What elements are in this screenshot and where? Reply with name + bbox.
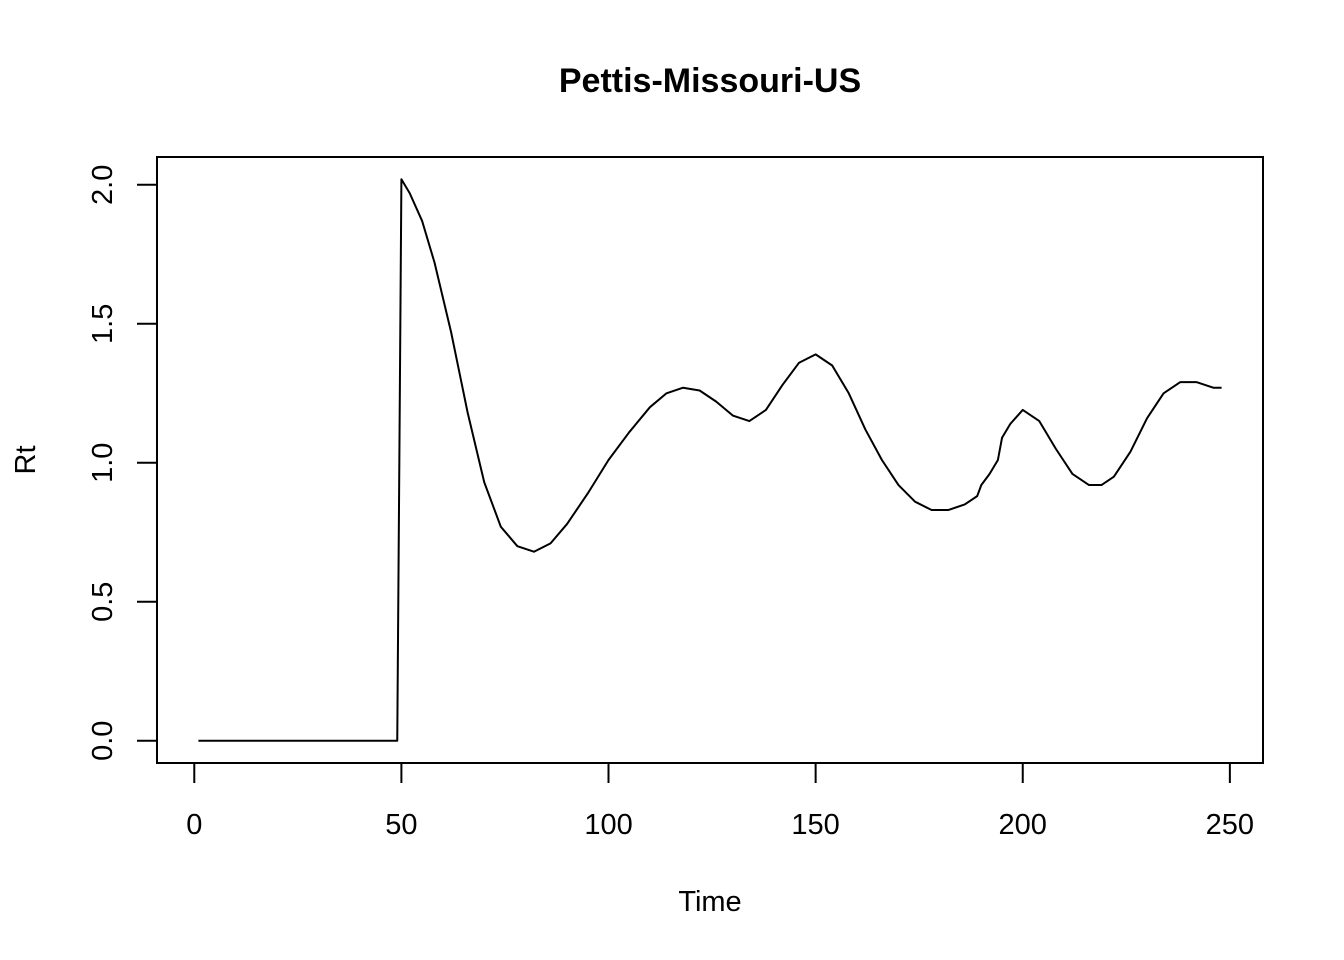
- y-tick-label: 0.0: [87, 721, 119, 761]
- x-axis: 0 50 100 150 200 250: [186, 762, 1254, 841]
- x-tick-label: 100: [584, 809, 632, 841]
- x-axis-label: Time: [678, 886, 741, 918]
- y-tick-label: 0.5: [87, 582, 119, 622]
- x-tick-label: 200: [999, 809, 1047, 841]
- y-axis: 0.0 0.5 1.0 1.5 2.0: [87, 165, 158, 761]
- x-tick-label: 0: [186, 809, 202, 841]
- plot-frame: [156, 156, 1264, 764]
- y-tick-label: 1.5: [87, 304, 119, 344]
- x-tick-label: 250: [1206, 809, 1254, 841]
- y-tick-label: 1.0: [87, 443, 119, 483]
- rt-series-line: [198, 178, 1222, 742]
- chart-title: Pettis-Missouri-US: [559, 62, 861, 100]
- y-axis-label: Rt: [10, 446, 42, 475]
- x-tick-label: 150: [791, 809, 839, 841]
- x-tick-label: 50: [385, 809, 417, 841]
- y-tick-label: 2.0: [87, 165, 119, 205]
